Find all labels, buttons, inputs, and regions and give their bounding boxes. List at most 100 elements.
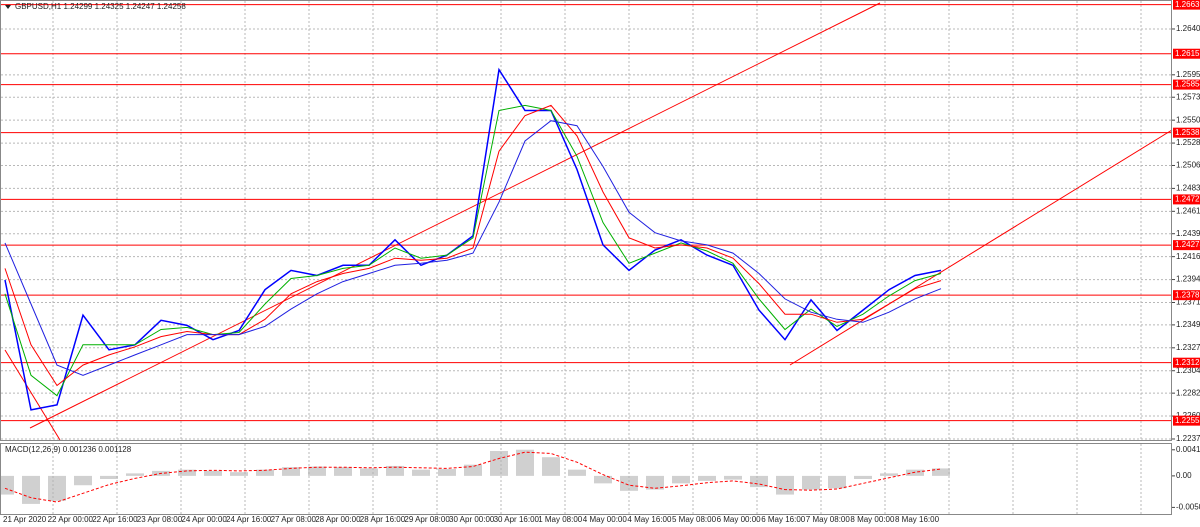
y-tick-label: 1.24835	[1176, 184, 1200, 193]
x-tick-label: 5 May 08:00	[672, 515, 717, 524]
macd-bar	[802, 475, 820, 490]
price-level-label: 1.25854	[1175, 80, 1200, 89]
macd-bar	[672, 475, 690, 484]
price-level-box	[1173, 48, 1200, 59]
macd-bar	[438, 469, 456, 476]
x-tick-label: 24 Apr 16:00	[226, 515, 272, 524]
trend-line	[29, 2, 881, 429]
y-tick-label: 1.23045	[1176, 366, 1200, 375]
y-tick-label: 1.25060	[1176, 161, 1200, 170]
macd-bar	[594, 475, 612, 484]
macd-bar	[490, 450, 508, 476]
macd-bar	[178, 469, 196, 476]
menu-arrow[interactable]	[5, 5, 11, 9]
x-tick-label: 23 Apr 08:00	[137, 515, 183, 524]
x-tick-label: 7 May 08:00	[806, 515, 851, 524]
y-tick-label: -0.00506	[1176, 503, 1200, 512]
macd-bar	[516, 449, 534, 476]
price-level-box	[1173, 194, 1200, 205]
macd-bar	[256, 469, 274, 476]
price-level-box	[1173, 240, 1200, 251]
macd-bar	[230, 472, 248, 476]
series-line	[4, 104, 942, 387]
y-tick-label: 1.24165	[1176, 252, 1200, 261]
x-tick-label: 1 May 08:00	[538, 515, 583, 524]
macd-bar	[906, 469, 924, 476]
x-tick-label: 4 May 00:00	[583, 515, 628, 524]
macd-bar	[464, 464, 482, 476]
macd-bar	[646, 475, 664, 490]
macd-title: MACD(12,26,9) 0.001236 0.001128	[5, 445, 132, 454]
macd-pane-frame	[0, 443, 1172, 515]
trend-line	[4, 349, 61, 441]
chart-title: GBPUSD,H1 1.24299 1.24325 1.24247 1.2425…	[15, 2, 186, 11]
macd-bar	[854, 475, 872, 479]
y-tick-label: 1.22375	[1176, 434, 1200, 443]
macd-bar	[282, 467, 300, 476]
macd-bar	[48, 475, 66, 501]
macd-bar	[932, 468, 950, 476]
price-level-label: 1.23124	[1175, 358, 1200, 367]
y-tick-label: 1.23270	[1176, 343, 1200, 352]
macd-bar	[22, 475, 40, 504]
y-tick-label: 1.23495	[1176, 320, 1200, 329]
x-tick-label: 27 Apr 08:00	[271, 515, 317, 524]
x-tick-label: 6 May 16:00	[761, 515, 806, 524]
macd-bar	[100, 475, 118, 479]
y-tick-label: 1.24390	[1176, 229, 1200, 238]
macd-bar	[620, 475, 638, 491]
y-tick-label: 1.22825	[1176, 388, 1200, 397]
x-tick-label: 30 Apr 16:00	[494, 515, 540, 524]
y-tick-label: 0.00	[1176, 471, 1192, 480]
macd-bar	[126, 473, 144, 476]
macd-bar	[880, 473, 898, 476]
macd-bar	[542, 457, 560, 476]
macd-bar	[360, 468, 378, 476]
x-tick-label: 6 May 00:00	[717, 515, 762, 524]
macd-bar	[412, 469, 430, 476]
price-level-label: 1.26157	[1175, 49, 1200, 58]
macd-bar	[724, 475, 742, 480]
price-level-label: 1.23787	[1175, 290, 1200, 299]
y-tick-label: 1.25280	[1176, 138, 1200, 147]
y-tick-label: 1.23940	[1176, 275, 1200, 284]
price-level-box	[1173, 415, 1200, 426]
x-tick-label: 28 Apr 00:00	[315, 515, 361, 524]
series-line	[4, 120, 942, 376]
price-level-label: 1.25382	[1175, 128, 1200, 137]
price-level-box	[1173, 290, 1200, 301]
y-tick-label: 1.25505	[1176, 115, 1200, 124]
macd-bar	[74, 475, 92, 486]
macd-bar	[334, 467, 352, 476]
x-tick-label: 24 Apr 00:00	[181, 515, 227, 524]
price-level-box	[1173, 0, 1200, 10]
y-tick-label: 1.23715	[1176, 298, 1200, 307]
price-level-label: 1.24278	[1175, 240, 1200, 249]
price-level-label: 1.26639	[1175, 0, 1200, 9]
macd-bar	[386, 465, 404, 476]
price-level-label: 1.24727	[1175, 195, 1200, 204]
y-tick-label: 1.25950	[1176, 70, 1200, 79]
signal-line	[4, 451, 942, 503]
x-tick-label: 4 May 16:00	[627, 515, 672, 524]
macd-bar	[204, 470, 222, 476]
trend-line	[789, 129, 1173, 366]
x-tick-label: 8 May 00:00	[850, 515, 895, 524]
x-tick-label: 29 Apr 08:00	[404, 515, 450, 524]
macd-bar	[698, 475, 716, 481]
macd-bar	[776, 475, 794, 495]
x-tick-label: 22 Apr 16:00	[92, 515, 138, 524]
grid-layer	[1, 1, 1172, 514]
plot-layer	[0, 2, 1173, 504]
macd-bar	[308, 466, 326, 476]
main-pane-frame	[0, 0, 1172, 441]
price-level-box	[1173, 357, 1200, 368]
macd-bar	[750, 475, 768, 488]
y-tick-label: 1.24610	[1176, 206, 1200, 215]
macd-bar	[568, 469, 586, 476]
y-tick-label: 1.25730	[1176, 92, 1200, 101]
macd-bar	[0, 475, 14, 495]
series-line	[4, 104, 942, 397]
